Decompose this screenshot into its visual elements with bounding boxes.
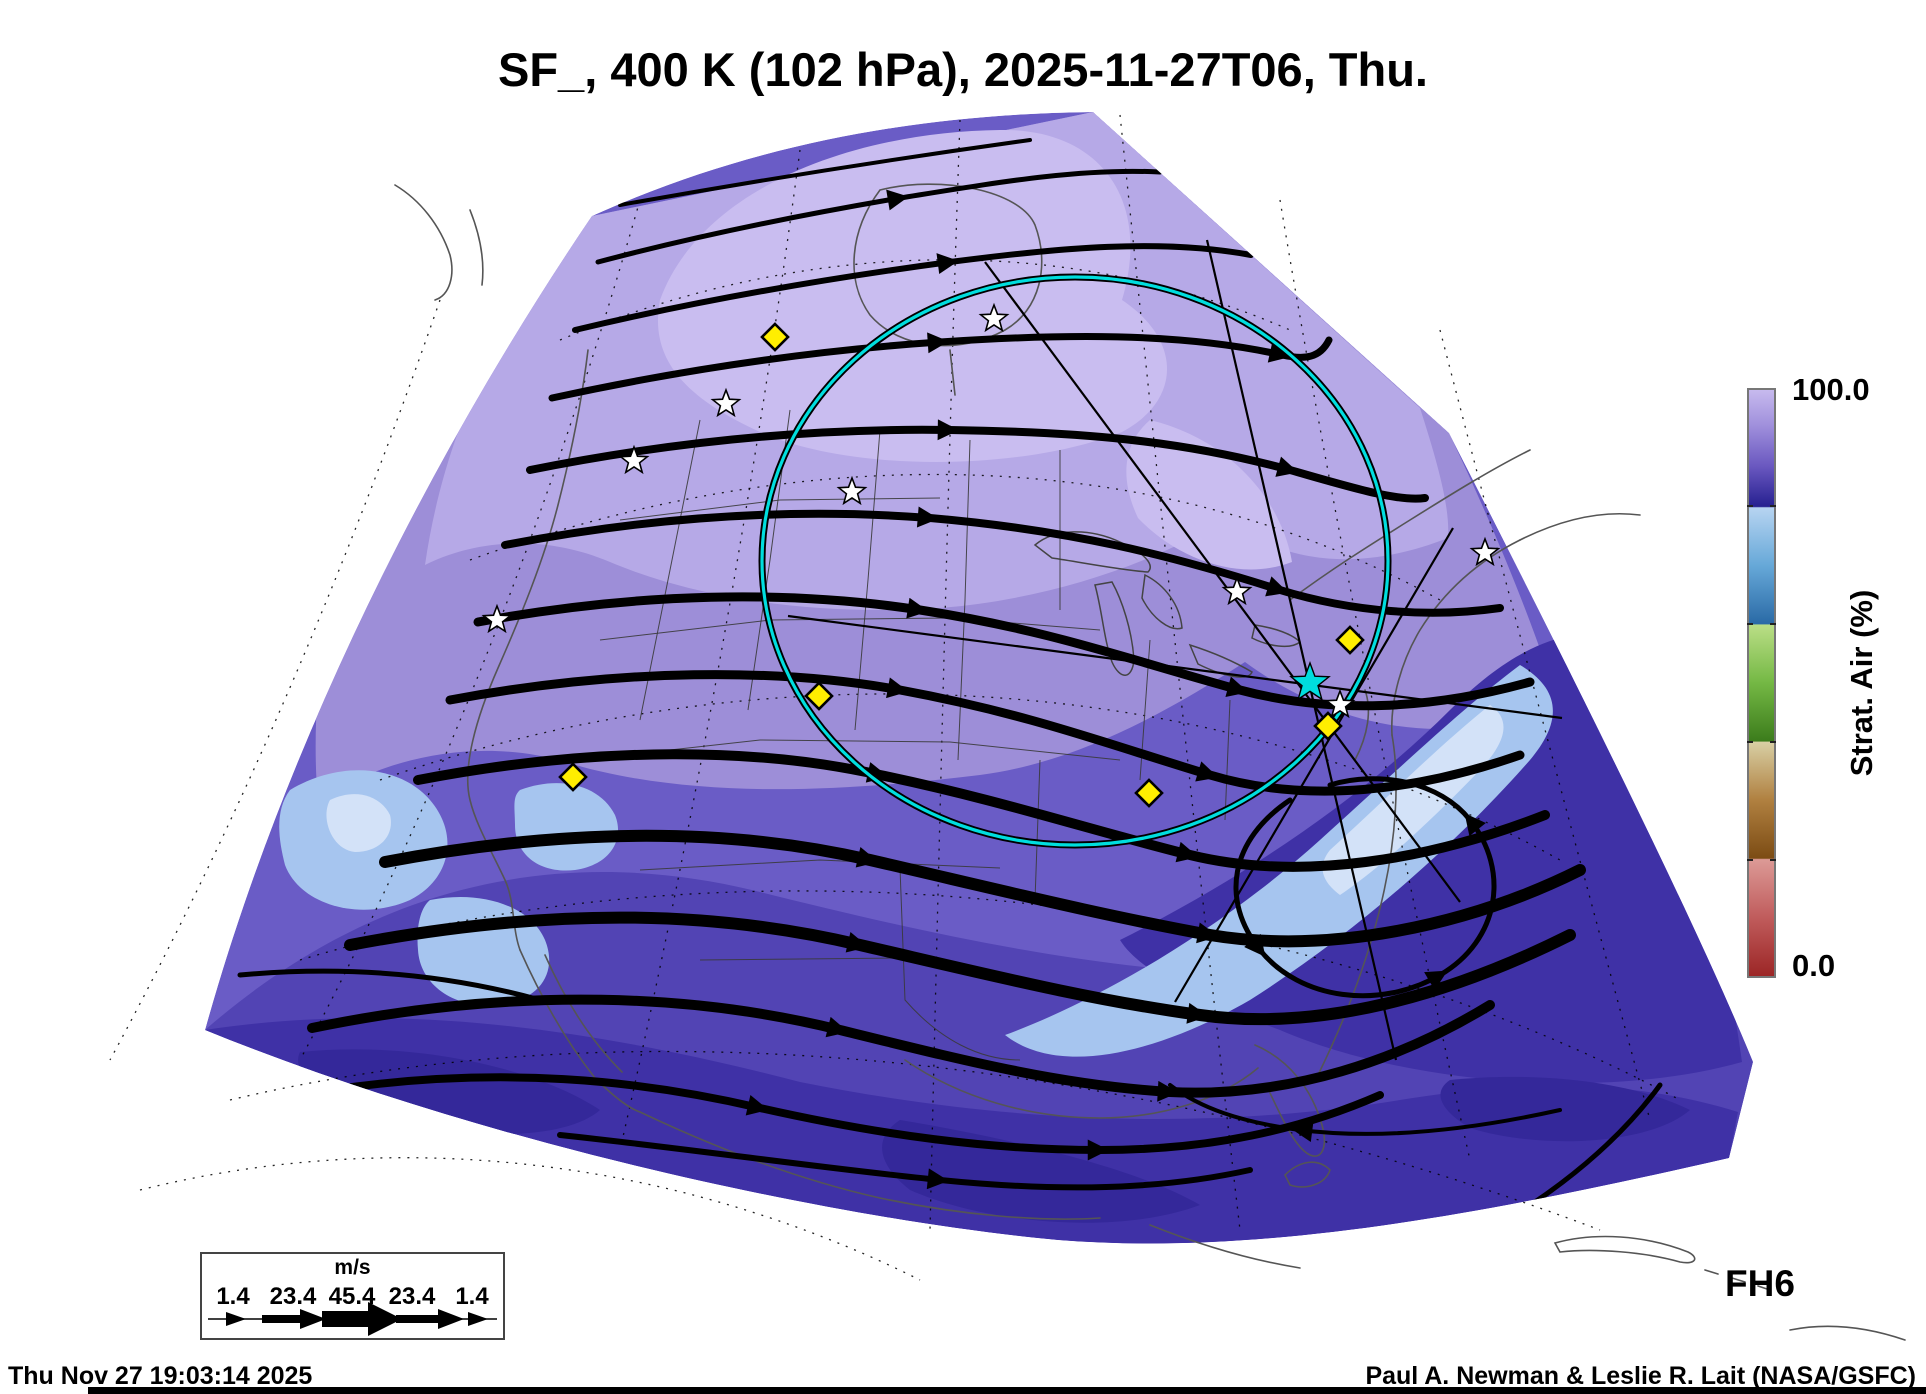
- wind-speed-value: 23.4: [269, 1283, 317, 1310]
- colorbar-max-label: 100.0: [1792, 372, 1870, 407]
- colorbar-tick: [1770, 859, 1776, 861]
- wind-streamline: [344, 911, 1576, 1026]
- wind-streamline: [618, 138, 1032, 207]
- coastline: [853, 183, 1043, 347]
- flight-track-line: [1174, 527, 1454, 1003]
- city-star-marker: [836, 475, 868, 506]
- colorbar-tick: [1770, 741, 1776, 743]
- site-diamond-marker: [558, 762, 588, 792]
- colorbar-tick: [1770, 623, 1776, 625]
- wind-streamline: [445, 670, 1525, 796]
- graticule-line: [1279, 199, 1471, 1161]
- wind-streamline: [595, 168, 1163, 265]
- wind-streamline: [501, 506, 1504, 617]
- wind-speed-unit-label: m/s: [334, 1256, 371, 1279]
- graticule-line: [109, 299, 441, 1061]
- wind-speed-value: 45.4: [328, 1283, 376, 1310]
- site-diamond-marker: [804, 681, 834, 711]
- strat-air-contour-fill: [1005, 665, 1553, 1057]
- wind-streamline: [526, 419, 1429, 503]
- page-title: SF_, 400 K (102 hPa), 2025-11-27T06, Thu…: [498, 43, 1428, 96]
- strat-air-contour-fill: [514, 783, 619, 871]
- colorbar-tick: [1747, 859, 1753, 861]
- range-ring: [760, 275, 1390, 847]
- city-star-marker: [1324, 688, 1356, 719]
- coastline: [1254, 1044, 1326, 1157]
- coastline: [639, 1111, 1101, 1220]
- streamline-layer: [237, 138, 1663, 1233]
- wind-speed-value: 23.4: [388, 1283, 436, 1310]
- wind-speed-arrow-scale: [208, 1302, 497, 1336]
- aircraft-position-star-marker: [1289, 660, 1331, 701]
- flight-track-line: [984, 261, 1461, 903]
- state-border: [619, 497, 941, 521]
- coastline: [1704, 1269, 1771, 1291]
- coastline: [1289, 449, 1531, 601]
- city-star-marker: [710, 387, 742, 418]
- wind-speed-value: 1.4: [455, 1283, 489, 1310]
- coastline: [469, 209, 484, 286]
- wind-streamline: [557, 1132, 1253, 1191]
- creation-timestamp: Thu Nov 27 19:03:14 2025: [8, 1362, 313, 1390]
- colorbar-tick: [1747, 623, 1753, 625]
- graticule-line: [559, 259, 1291, 341]
- colorbar-min-label: 0.0: [1792, 948, 1836, 983]
- flight-track-line: [787, 614, 1563, 720]
- graticule-line: [619, 149, 801, 1151]
- coastline: [1519, 512, 1641, 541]
- strat-air-contour-fill: [657, 129, 1167, 462]
- state-border: [1224, 699, 1231, 821]
- colorbar-tick: [1747, 741, 1753, 743]
- wind-streamline: [326, 1073, 1384, 1161]
- coastline: [1149, 1224, 1301, 1269]
- coastline: [1354, 689, 1370, 761]
- city-star-marker: [481, 603, 513, 634]
- city-star-marker: [978, 302, 1010, 333]
- wind-streamline: [237, 968, 543, 1003]
- coastline: [1284, 1161, 1331, 1188]
- marker-layer: [481, 302, 1501, 808]
- colorbar-tick: [1770, 505, 1776, 507]
- site-diamond-marker: [1313, 711, 1343, 741]
- site-diamond-marker: [1134, 778, 1164, 808]
- flight-track-lines: [787, 239, 1563, 1061]
- coastline: [394, 184, 453, 301]
- wind-streamline: [548, 332, 1333, 402]
- wind-streamline: [307, 994, 1495, 1102]
- map-fill-layer: [205, 112, 1753, 1244]
- city-star-marker: [618, 444, 650, 475]
- bottom-edge-bar: [88, 1387, 1926, 1394]
- graticule-line: [469, 473, 1441, 601]
- city-star-marker: [1221, 575, 1253, 606]
- city-star-marker: [1469, 536, 1501, 567]
- coastline: [1789, 1325, 1906, 1341]
- colorbar-axis-title: Strat. Air (%): [1844, 589, 1879, 777]
- wind-streamline: [572, 243, 1254, 333]
- coastline: [544, 954, 623, 1073]
- strat-air-contour-fill: [326, 794, 391, 852]
- coastline: [519, 949, 641, 1113]
- site-diamond-marker: [760, 322, 790, 352]
- colorbar-tick: [1747, 505, 1753, 507]
- coastline: [1553, 1235, 1696, 1264]
- forecast-hour-label: FH6: [1725, 1263, 1795, 1304]
- flight-track-line: [1205, 239, 1398, 1061]
- wind-speed-value: 1.4: [216, 1283, 250, 1310]
- site-diamond-marker: [1335, 625, 1365, 655]
- credit-line: Paul A. Newman & Leslie R. Lait (NASA/GS…: [1365, 1362, 1916, 1390]
- wind-streamline: [1168, 1083, 1562, 1142]
- colorbar-gradient: [1747, 388, 1776, 978]
- wind-streamline: [473, 592, 1535, 711]
- graticule-line: [139, 1157, 921, 1281]
- range-circle-layer: [758, 273, 1392, 849]
- graticule-line: [229, 1050, 1601, 1231]
